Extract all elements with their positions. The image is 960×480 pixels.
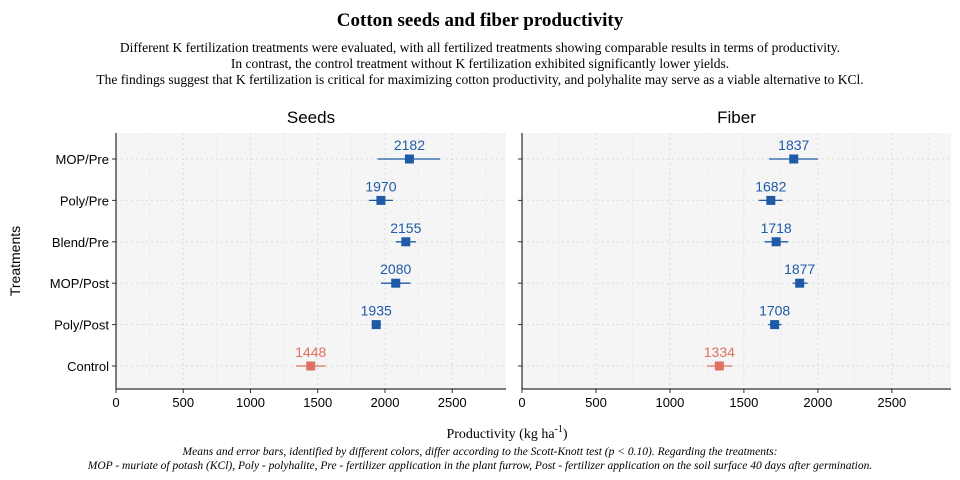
- point-marker-fiber: [789, 154, 799, 164]
- point-marker-seeds: [306, 361, 316, 371]
- point-marker-fiber: [714, 361, 724, 371]
- point-marker-fiber: [771, 237, 781, 247]
- subtitle-line-3: The findings suggest that K fertilizatio…: [96, 72, 864, 87]
- x-tick-label: 0: [518, 395, 525, 410]
- x-tick-label: 1000: [236, 395, 265, 410]
- point-marker-seeds: [404, 154, 414, 164]
- y-axis-title: Treatments: [7, 226, 23, 296]
- data-label-fiber: 1708: [759, 303, 790, 319]
- x-tick-label: 0: [112, 395, 119, 410]
- x-tick-label: 500: [172, 395, 194, 410]
- subtitle-line-2: In contrast, the control treatment witho…: [230, 56, 730, 71]
- panel-title-seeds: Seeds: [287, 108, 335, 127]
- data-label-fiber: 1334: [704, 344, 735, 360]
- x-axis-title: Productivity (kg ha-1): [446, 424, 567, 442]
- x-tick-label: 2000: [371, 395, 400, 410]
- x-tick-label: 2500: [438, 395, 467, 410]
- caption-line-1: Means and error bars, identified by diff…: [182, 446, 778, 458]
- point-marker-fiber: [795, 278, 805, 288]
- y-tick-label: MOP/Pre: [56, 152, 109, 167]
- point-marker-fiber: [766, 195, 776, 205]
- x-tick-label: 2000: [803, 395, 832, 410]
- x-tick-label: 2500: [877, 395, 906, 410]
- chart-title: Cotton seeds and fiber productivity: [336, 10, 624, 31]
- data-label-seeds: 1448: [295, 344, 326, 360]
- panel-title-fiber: Fiber: [717, 108, 756, 127]
- data-label-fiber: 1877: [784, 261, 815, 277]
- data-label-seeds: 1970: [365, 178, 396, 194]
- caption-line-2: MOP - muriate of potash (KCl), Poly - po…: [87, 460, 873, 472]
- data-label-seeds: 2182: [394, 137, 425, 153]
- data-label-fiber: 1837: [778, 137, 809, 153]
- y-tick-label: Control: [67, 359, 109, 374]
- y-tick-label: Poly/Post: [54, 318, 109, 333]
- data-label-seeds: 2155: [390, 220, 421, 236]
- panel-background-seeds: [116, 133, 506, 389]
- point-marker-fiber: [770, 320, 780, 330]
- y-tick-label: Blend/Pre: [52, 235, 109, 250]
- subtitle-line-1: Different K fertilization treatments wer…: [119, 40, 841, 55]
- x-tick-label: 1500: [303, 395, 332, 410]
- x-tick-label: 500: [585, 395, 607, 410]
- point-marker-seeds: [401, 237, 411, 247]
- panel-background-fiber: [522, 133, 951, 389]
- y-tick-label: Poly/Pre: [60, 193, 109, 208]
- x-tick-label: 1500: [729, 395, 758, 410]
- point-marker-seeds: [391, 278, 401, 288]
- point-marker-seeds: [376, 195, 386, 205]
- x-tick-label: 1000: [655, 395, 684, 410]
- point-marker-seeds: [371, 320, 381, 330]
- data-label-seeds: 1935: [361, 303, 392, 319]
- data-label-fiber: 1718: [761, 220, 792, 236]
- y-tick-label: MOP/Post: [50, 276, 110, 291]
- data-label-seeds: 2080: [380, 261, 411, 277]
- data-label-fiber: 1682: [755, 178, 786, 194]
